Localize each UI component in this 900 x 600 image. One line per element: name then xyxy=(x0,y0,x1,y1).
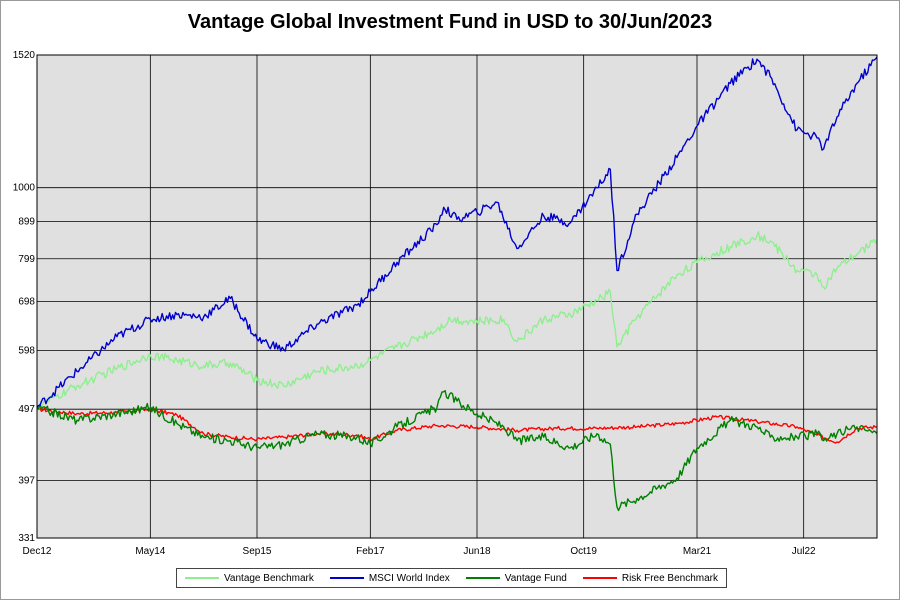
series-line-msci-world-index xyxy=(36,56,878,408)
y-axis-labels: 331 397 497 598 698 799 899 1000 1520 xyxy=(13,50,36,544)
x-tick-label: Dec12 xyxy=(23,546,52,557)
legend-label: Risk Free Benchmark xyxy=(621,572,718,584)
legend-label: Vantage Fund xyxy=(504,572,567,584)
y-tick-label: 397 xyxy=(18,475,35,486)
y-tick-label: 899 xyxy=(18,216,35,227)
legend-swatch xyxy=(465,577,500,579)
x-tick-label: Sep15 xyxy=(243,546,272,557)
y-tick-label: 1000 xyxy=(13,183,36,194)
x-tick-label: Feb17 xyxy=(356,546,385,557)
y-tick-label: 497 xyxy=(18,404,35,415)
series-line-risk-free-benchmark xyxy=(36,407,878,444)
y-tick-label: 698 xyxy=(18,297,35,308)
x-tick-label: Jun18 xyxy=(463,546,491,557)
legend-item: Risk Free Benchmark xyxy=(582,572,718,584)
x-tick-label: May14 xyxy=(135,546,165,557)
x-tick-label: Jul22 xyxy=(792,546,816,557)
legend-label: Vantage Benchmark xyxy=(223,572,314,584)
series-line-vantage-benchmark xyxy=(36,231,878,411)
y-tick-label: 598 xyxy=(18,346,35,357)
legend-item: MSCI World Index xyxy=(329,572,450,584)
y-tick-label: 799 xyxy=(18,254,35,265)
legend-label: MSCI World Index xyxy=(368,572,450,584)
chart-title: Vantage Global Investment Fund in USD to… xyxy=(187,11,713,33)
plot-background xyxy=(37,55,877,538)
plot-border xyxy=(36,54,878,539)
legend-swatch xyxy=(329,577,364,579)
x-tick-label: Mar21 xyxy=(683,546,712,557)
y-tick-label: 1520 xyxy=(13,50,36,61)
legend-swatch xyxy=(184,577,219,579)
x-axis-labels: Dec12 May14 Sep15 Feb17 Jun18 Oct19 Mar21 Jul22 xyxy=(23,546,817,557)
legend-swatch xyxy=(582,577,617,579)
legend-item: Vantage Fund xyxy=(465,572,567,584)
series-line-vantage-fund xyxy=(36,389,878,512)
series-lines xyxy=(36,56,878,512)
legend-item: Vantage Benchmark xyxy=(184,572,314,584)
x-tick-label: Oct19 xyxy=(570,546,597,557)
y-tick-label: 331 xyxy=(18,533,35,544)
legend: Vantage Benchmark MSCI World Index Vantage… xyxy=(176,568,727,588)
